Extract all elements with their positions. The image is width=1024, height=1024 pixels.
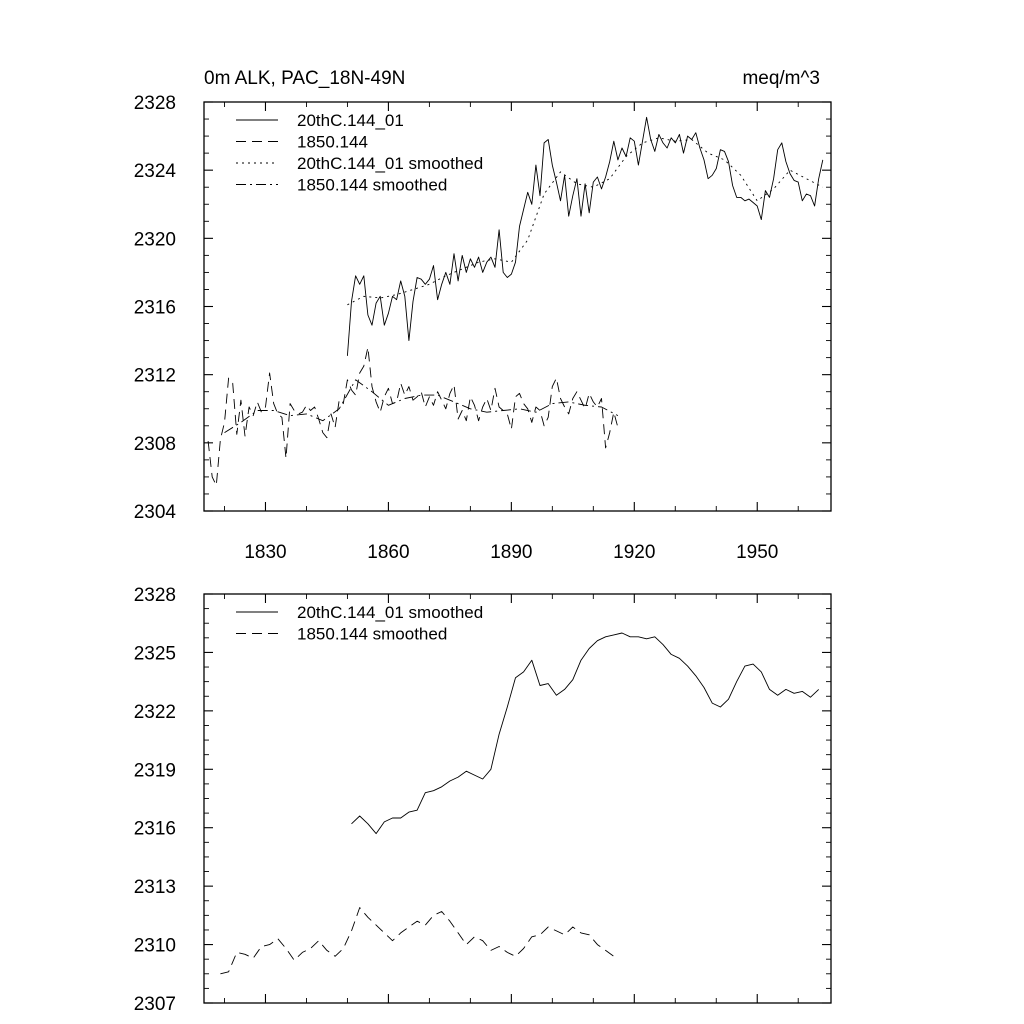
y-tick-label: 2316 xyxy=(134,819,176,840)
x-tick-label: 1890 xyxy=(490,542,532,563)
x-tick-label: 1830 xyxy=(244,542,286,563)
y-tick-label: 2320 xyxy=(134,229,176,250)
legend-entry: 1850.144 smoothed xyxy=(297,625,447,644)
top-panel: 1830 1860 1890 1920 1950 2304 2308 2312 2316 2320… xyxy=(134,93,832,563)
plot-frame xyxy=(203,593,832,1004)
series-20thc-144-01 xyxy=(346,116,824,356)
series-1850-144-smoothed xyxy=(220,907,615,975)
y-tick-label: 2308 xyxy=(134,434,176,455)
y-tick-label: 2324 xyxy=(134,161,177,182)
x-tick-label: 1860 xyxy=(367,542,409,563)
series-20thc-144-01-smoothed xyxy=(347,137,824,306)
y-tick-label: 2319 xyxy=(134,760,176,781)
units-label: meq/m^3 xyxy=(742,68,820,89)
legend-entry: 20thC.144_01 smoothed xyxy=(297,603,483,622)
chart-title: 0m ALK, PAC_18N-49N xyxy=(204,68,405,89)
x-tick-label: 1920 xyxy=(613,542,655,563)
y-tick-label: 2312 xyxy=(134,366,176,387)
y-tick-label: 2322 xyxy=(134,702,176,723)
series-1850-144-smoothed xyxy=(224,379,619,433)
y-tick-label: 2328 xyxy=(134,585,176,606)
x-tick-label: 1950 xyxy=(736,542,778,563)
y-tick-label: 2328 xyxy=(134,93,176,114)
series-1850-144 xyxy=(207,346,619,486)
y-tick-label: 2313 xyxy=(134,877,176,898)
legend-entry: 1850.144 smoothed xyxy=(297,176,447,195)
bottom-panel: 2307 2310 2313 2316 2319 2322 2325 2328 20thC.14… xyxy=(134,585,832,1015)
legend-entry: 20thC.144_01 smoothed xyxy=(297,154,483,173)
y-tick-label: 2316 xyxy=(134,298,176,319)
y-tick-label: 2310 xyxy=(134,936,176,957)
y-tick-label: 2304 xyxy=(134,502,177,523)
y-tick-label: 2325 xyxy=(134,643,176,664)
legend-entry: 20thC.144_01 xyxy=(297,111,404,130)
y-tick-label: 2307 xyxy=(134,994,176,1015)
series-20thc-144-01-smoothed xyxy=(351,632,820,835)
legend-entry: 1850.144 xyxy=(297,133,368,152)
